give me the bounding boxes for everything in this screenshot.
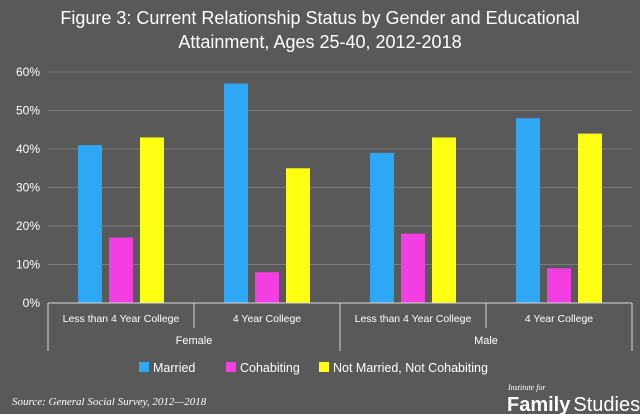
source-note: Source: General Social Survey, 2012—2018	[12, 396, 207, 408]
bar-not-married-not-cohabiting-3	[578, 133, 602, 303]
logo-family-studies: Family Studies	[507, 394, 640, 414]
bar-married-2	[370, 152, 394, 303]
legend-label: Married	[153, 361, 195, 375]
bar-cohabiting-2	[401, 233, 425, 303]
ifs-logo: Institute for Family Studies	[507, 383, 640, 414]
y-tick-label: 10%	[16, 258, 40, 272]
y-axis-ticks: 0% 10% 20% 30% 40% 50% 60%	[16, 65, 40, 310]
y-tick-label: 50%	[16, 104, 40, 118]
legend-swatch	[226, 362, 236, 372]
logo-institute-for: Institute for	[507, 383, 546, 392]
bar-cohabiting-1	[255, 272, 279, 303]
logo-family: Family	[507, 394, 571, 414]
bar-married-1	[224, 83, 248, 303]
y-tick-label: 60%	[16, 65, 40, 79]
x-group-label-female: Female	[176, 335, 213, 347]
legend-label: Not Married, Not Cohabiting	[333, 361, 488, 375]
legend: Married Cohabiting Not Married, Not Cohabi…	[139, 361, 488, 375]
x-category-label: 4 Year College	[233, 313, 301, 325]
x-axis: Less than 4 Year College 4 Year College Le…	[47, 302, 633, 351]
y-tick-label: 30%	[16, 181, 40, 195]
bar-cohabiting-0	[109, 237, 133, 303]
legend-item-not-married-not-cohabiting: Not Married, Not Cohabiting	[319, 361, 488, 375]
bar-married-0	[78, 145, 102, 303]
chart-title-line-1: Figure 3: Current Relationship Status by…	[60, 8, 579, 28]
chart-title-line-2: Attainment, Ages 25-40, 2012-2018	[178, 32, 461, 52]
y-tick-label: 40%	[16, 142, 40, 156]
x-category-label: Less than 4 Year College	[355, 313, 472, 325]
chart-title: Figure 3: Current Relationship Status by…	[60, 8, 579, 52]
bar-not-married-not-cohabiting-1	[286, 168, 310, 303]
x-category-label: 4 Year College	[525, 313, 593, 325]
gridlines	[48, 71, 632, 265]
bars	[78, 83, 602, 303]
legend-swatch	[139, 362, 149, 372]
legend-item-cohabiting: Cohabiting	[226, 361, 300, 375]
legend-label: Cohabiting	[240, 361, 300, 375]
legend-swatch	[319, 362, 329, 372]
bar-cohabiting-3	[547, 268, 571, 303]
logo-studies: Studies	[573, 394, 640, 414]
x-group-label-male: Male	[474, 335, 498, 347]
bar-married-3	[516, 118, 540, 303]
legend-item-married: Married	[139, 361, 195, 375]
bar-not-married-not-cohabiting-2	[432, 137, 456, 303]
x-category-label: Less than 4 Year College	[63, 313, 180, 325]
bar-not-married-not-cohabiting-0	[140, 137, 164, 303]
y-tick-label: 0%	[23, 296, 41, 310]
y-tick-label: 20%	[16, 219, 40, 233]
